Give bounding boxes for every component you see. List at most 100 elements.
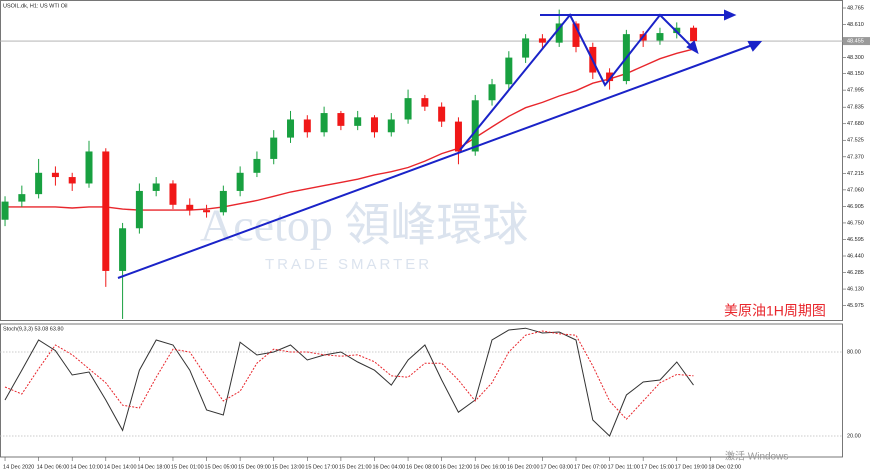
watermark-tagline: TRADE SMARTER <box>265 256 432 273</box>
candle-body <box>152 183 160 191</box>
candle-body <box>690 27 698 42</box>
trend-line <box>117 43 756 279</box>
x-tick-label: 17 Dec 07:00 <box>574 464 607 470</box>
y-tick-label: 46.595 <box>847 237 864 243</box>
candle-body <box>68 177 76 184</box>
candle-body <box>505 57 513 85</box>
x-tick-label: 14 Dec 10:00 <box>70 464 103 470</box>
candle-body <box>1 201 9 220</box>
x-tick-label: 15 Dec 09:00 <box>238 464 271 470</box>
candle-body <box>219 190 227 213</box>
oscillator-pane: 80.00 20.00 <box>0 323 861 458</box>
plot-frame <box>0 0 843 321</box>
candle-body <box>387 119 395 133</box>
moving-average <box>5 48 694 211</box>
y-tick-label: 80.00 <box>847 349 861 355</box>
candle-body <box>51 172 59 178</box>
y-tick-label: 47.995 <box>847 88 864 94</box>
x-tick-label: 16 Dec 08:00 <box>406 464 439 470</box>
candle-body <box>35 172 43 195</box>
candle-body <box>538 38 546 43</box>
y-tick-label: 45.975 <box>847 303 864 309</box>
candle-body <box>119 228 127 271</box>
candle-body <box>454 121 462 152</box>
last-price-label: 48.455 <box>847 39 864 45</box>
candle-body <box>370 117 378 133</box>
x-tick-label: 18 Dec 02:00 <box>708 464 741 470</box>
y-tick-label: 46.285 <box>847 270 864 276</box>
y-tick-label: 47.215 <box>847 171 864 177</box>
y-tick-label: 48.150 <box>847 71 864 77</box>
x-tick-label: 15 Dec 01:00 <box>171 464 204 470</box>
candle-body <box>471 100 479 152</box>
candle-body <box>522 38 530 58</box>
x-tick-label: 16 Dec 12:00 <box>440 464 473 470</box>
candle-body <box>320 113 328 133</box>
chart-title: USOIL.dk, H1: US WTI Oil <box>3 3 67 9</box>
candle-body <box>555 23 563 43</box>
candle-body <box>186 204 194 211</box>
x-tick-label: 16 Dec 04:00 <box>372 464 405 470</box>
x-tick-label: 17 Dec 19:00 <box>675 464 708 470</box>
candle-body <box>253 158 261 173</box>
stochastic-line <box>4 327 694 437</box>
pane-frame <box>0 323 843 458</box>
candle-body <box>354 117 362 126</box>
x-tick-label: 15 Dec 21:00 <box>339 464 372 470</box>
y-tick-label: 20.00 <box>847 433 861 439</box>
x-tick-label: 14 Dec 14:00 <box>104 464 137 470</box>
x-tick-label: 14 Dec 2020 <box>3 464 34 470</box>
y-tick-label: 46.130 <box>847 287 864 293</box>
candle-body <box>404 98 412 120</box>
y-tick-label: 47.835 <box>847 105 864 111</box>
candle-body <box>135 190 143 229</box>
candle-body <box>85 151 93 184</box>
os-watermark: 激活 Windows <box>725 450 788 463</box>
x-tick-label: 14 Dec 18:00 <box>137 464 170 470</box>
candle-body <box>303 119 311 133</box>
y-tick-label: 47.060 <box>847 187 864 193</box>
y-tick-label: 47.525 <box>847 138 864 144</box>
candle-body <box>488 84 496 101</box>
x-tick-label: 17 Dec 03:00 <box>540 464 573 470</box>
y-tick-label: 47.370 <box>847 154 864 160</box>
y-tick-label: 46.440 <box>847 253 864 259</box>
candle-body <box>337 113 345 126</box>
main-pane: 48.765 48.610 48.300 48.150 47.995 47.835 47.6… <box>0 0 870 321</box>
oscillator-title: Stoch(9,3,3) 53.08 63.80 <box>3 326 64 332</box>
x-tick-label: 17 Dec 11:00 <box>608 464 640 470</box>
candle-body <box>421 98 429 107</box>
candle-body <box>203 210 211 213</box>
candle-body <box>287 119 295 138</box>
x-tick-label: 15 Dec 17:00 <box>305 464 338 470</box>
annotation: 美原油1H周期图 <box>724 303 826 319</box>
x-tick-label: 16 Dec 20:00 <box>507 464 540 470</box>
x-tick-label: 17 Dec 15:00 <box>641 464 674 470</box>
x-tick-label: 14 Dec 06:00 <box>37 464 70 470</box>
candle-body <box>102 151 110 271</box>
trend-drawings <box>117 9 763 279</box>
last-price-badge <box>843 37 870 46</box>
candle-body <box>270 137 278 159</box>
x-tick-label: 15 Dec 05:00 <box>205 464 238 470</box>
candle-body <box>169 183 177 205</box>
candle-body <box>656 33 664 41</box>
y-tick-label: 46.750 <box>847 220 864 226</box>
y-tick-label: 48.765 <box>847 5 864 11</box>
candle-body <box>18 194 26 202</box>
arrow-head <box>686 40 699 55</box>
arrow-head <box>747 41 763 52</box>
candle-body <box>438 106 446 122</box>
y-tick-label: 46.905 <box>847 204 864 210</box>
wave-line <box>459 13 696 151</box>
candle-body <box>236 172 244 191</box>
y-tick-label: 48.300 <box>847 55 864 61</box>
stochastic-line <box>4 330 694 420</box>
y-tick-label: 47.680 <box>847 121 864 127</box>
x-tick-label: 15 Dec 13:00 <box>272 464 305 470</box>
x-tick-label: 16 Dec 16:00 <box>473 464 506 470</box>
y-tick-label: 48.610 <box>847 22 864 28</box>
candle-body <box>606 72 614 82</box>
